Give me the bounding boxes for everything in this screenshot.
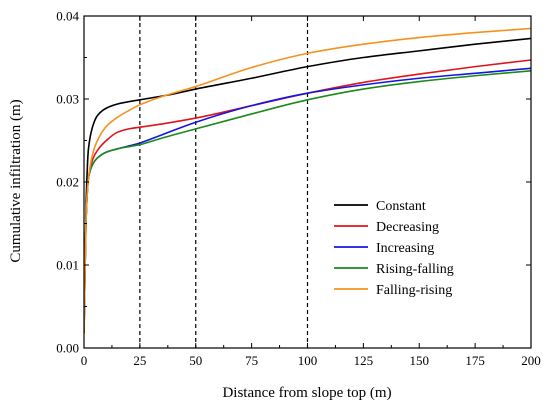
y-tick-label: 0.00 [56,341,79,356]
x-tick-label: 200 [521,353,541,368]
x-tick-label: 150 [410,353,430,368]
x-tick-label: 100 [298,353,318,368]
legend-label-decreasing: Decreasing [376,220,439,235]
legend: Constant Decreasing Increasing Rising-falli… [334,199,454,298]
legend-label-constant: Constant [376,199,426,214]
x-tick-label: 175 [465,353,485,368]
series-line-constant [84,37,531,334]
plot-area [84,16,531,348]
legend-label-falling-rising: Falling-rising [376,283,452,298]
x-tick-label: 75 [245,353,258,368]
x-tick-label: 25 [133,353,146,368]
x-tick-label: 50 [189,353,202,368]
legend-label-rising-falling: Rising-falling [376,262,454,277]
x-axis-label: Distance from slope top (m) [222,385,391,401]
axes: 0 25 50 75 100 125 150 175 200 0.00 0.01 0.02 0.03 0.… [56,9,541,369]
x-tick-label: 125 [354,353,374,368]
y-tick-label: 0.03 [56,92,79,107]
y-tick-label: 0.02 [56,175,79,190]
legend-label-increasing: Increasing [376,241,434,256]
series-line-falling-rising [84,27,531,334]
y-axis-label: Cumulative infiltration (m) [8,99,24,262]
y-tick-label: 0.04 [56,9,79,24]
y-tick-label: 0.01 [56,258,79,273]
x-tick-label: 0 [81,353,88,368]
